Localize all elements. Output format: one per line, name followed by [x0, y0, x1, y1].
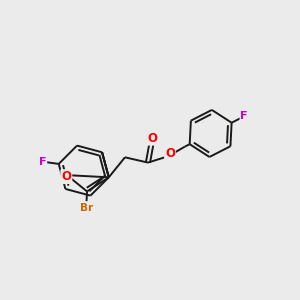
Text: F: F	[241, 111, 248, 121]
Text: Br: Br	[80, 202, 93, 213]
Text: O: O	[147, 132, 158, 145]
Text: O: O	[165, 147, 175, 160]
Text: O: O	[61, 170, 71, 183]
Text: F: F	[39, 157, 46, 167]
